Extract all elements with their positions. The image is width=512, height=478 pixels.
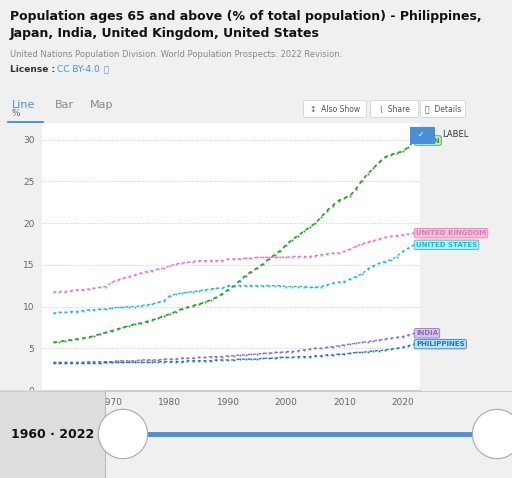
Text: PHILIPPINES: PHILIPPINES <box>416 341 464 347</box>
FancyBboxPatch shape <box>371 100 418 118</box>
Text: ✓: ✓ <box>418 130 424 139</box>
Text: 1960 · 2022: 1960 · 2022 <box>11 427 94 441</box>
Text: JAPAN: JAPAN <box>416 138 440 143</box>
Text: License :: License : <box>10 65 58 74</box>
FancyBboxPatch shape <box>408 127 435 142</box>
Text: INDIA: INDIA <box>416 330 438 336</box>
FancyBboxPatch shape <box>304 100 367 118</box>
FancyBboxPatch shape <box>420 100 465 118</box>
Text: United Nations Population Division. World Population Prospects: 2022 Revision.: United Nations Population Division. Worl… <box>10 50 342 59</box>
Text: LABEL: LABEL <box>442 130 468 139</box>
Text: Map: Map <box>90 100 114 110</box>
Text: ⓘ  Details: ⓘ Details <box>425 105 461 113</box>
Text: UNITED KINGDOM: UNITED KINGDOM <box>416 230 486 236</box>
Text: Bar: Bar <box>55 100 74 110</box>
Bar <box>0 390 105 478</box>
Text: CC BY-4.0: CC BY-4.0 <box>57 65 100 74</box>
Text: ↕  Also Show: ↕ Also Show <box>310 105 360 113</box>
Text: ⟨  Share: ⟨ Share <box>379 105 410 113</box>
Text: Japan, India, United Kingdom, United States: Japan, India, United Kingdom, United Sta… <box>10 27 320 40</box>
Text: Population ages 65 and above (% of total population) - Philippines,: Population ages 65 and above (% of total… <box>10 10 482 23</box>
Text: ⓘ: ⓘ <box>104 65 109 74</box>
Text: Line: Line <box>12 100 35 110</box>
Text: %: % <box>12 109 20 118</box>
Circle shape <box>473 409 512 458</box>
Circle shape <box>98 409 147 458</box>
Text: UNITED STATES: UNITED STATES <box>416 242 477 248</box>
